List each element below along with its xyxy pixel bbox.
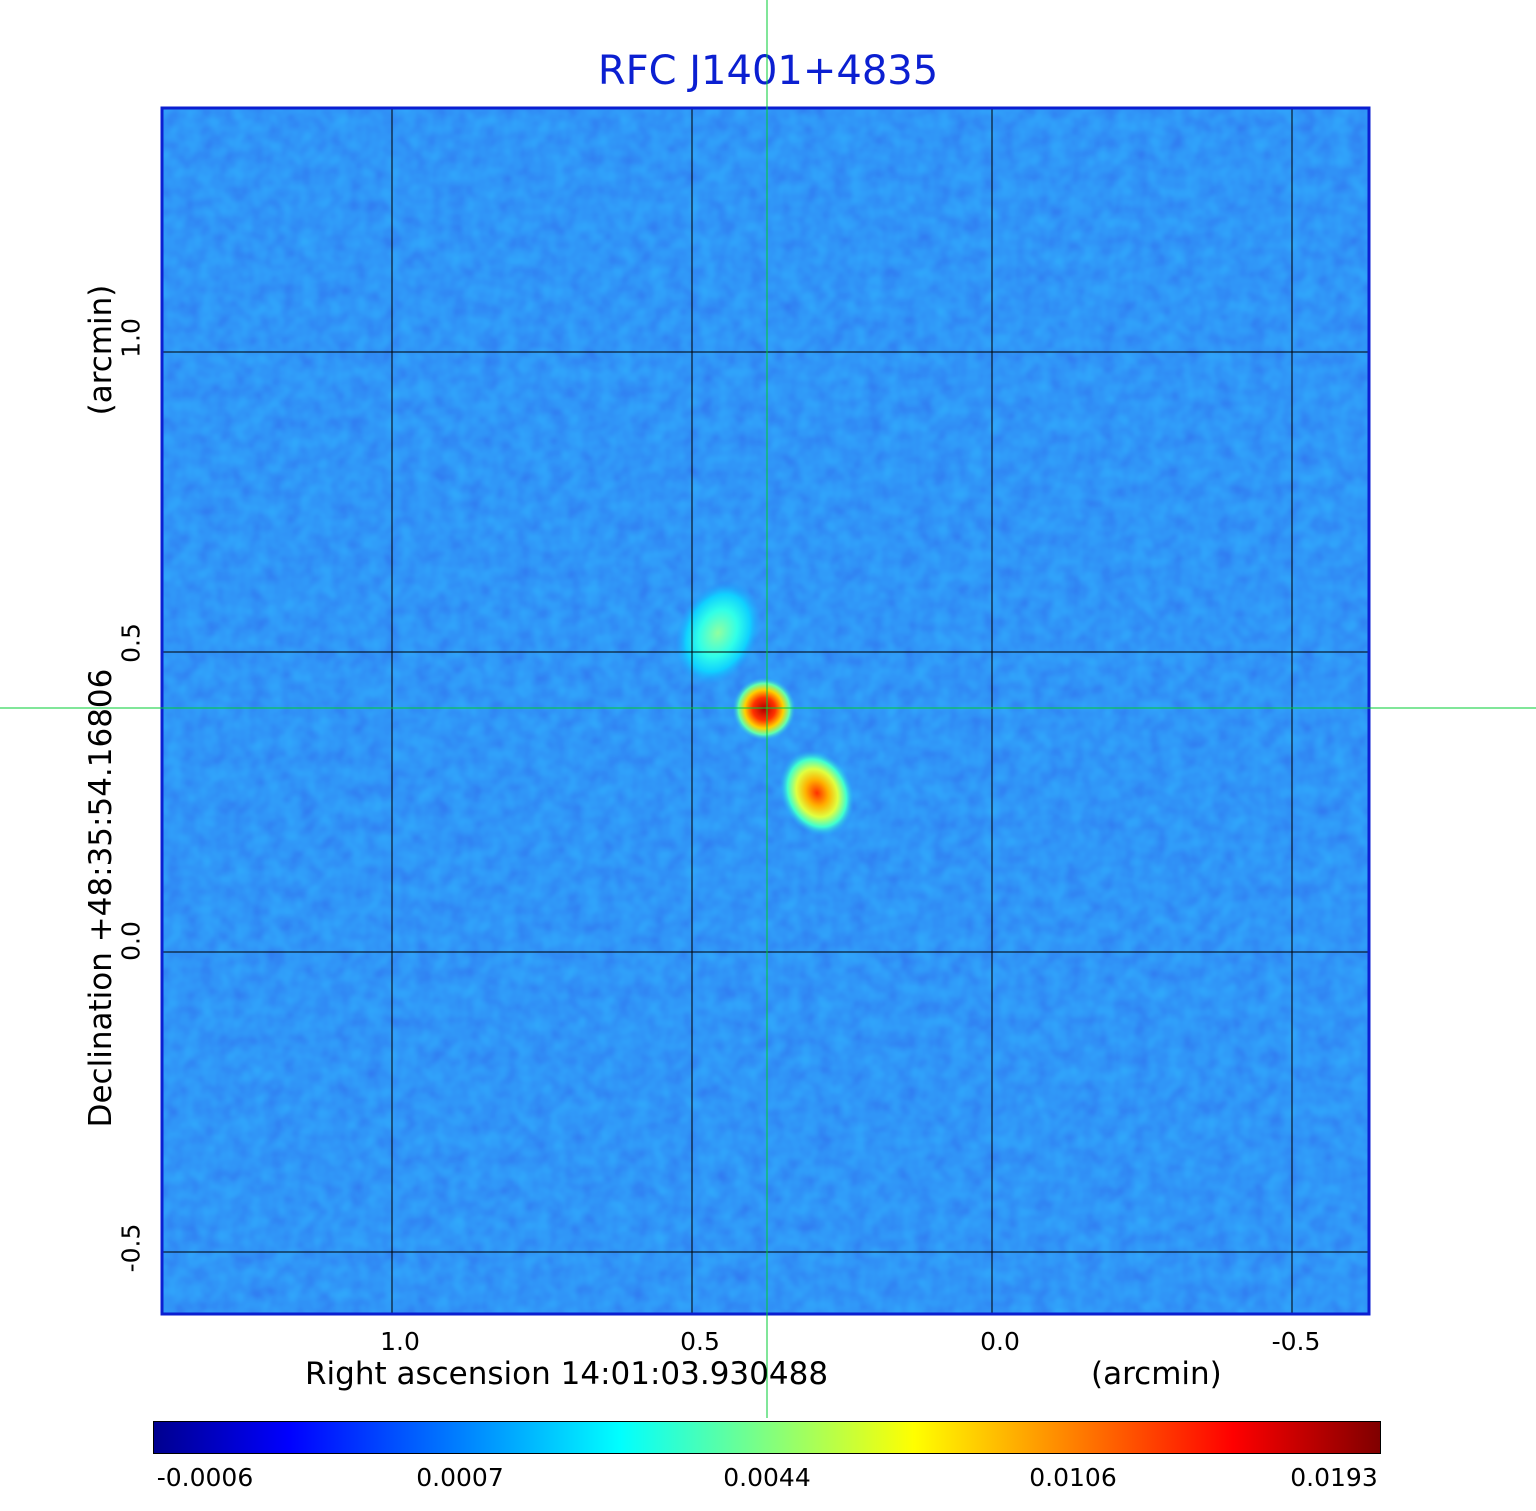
y-tick-label: -0.5 [116, 1223, 146, 1273]
core-source [732, 677, 796, 741]
colorbar-tick-label: 0.0106 [1029, 1463, 1117, 1492]
x-tick-label: -0.5 [1271, 1327, 1321, 1356]
crosshair [0, 0, 1536, 1418]
colorbar-tick-label: 0.0193 [1290, 1463, 1378, 1492]
north-lobe-source [675, 581, 761, 685]
coordinate-grid [163, 109, 1369, 1314]
image-frame [160, 106, 1371, 1316]
image-title: RFC J1401+4835 [597, 48, 939, 94]
colorbar-tick-label: 0.0044 [723, 1463, 811, 1492]
x-axis-unit: (arcmin) [1091, 1356, 1222, 1392]
y-tick-label: 1.0 [116, 318, 146, 358]
colorbar-tick-label: 0.0007 [416, 1463, 504, 1492]
y-axis-label: Declination +48:35:54.16806 [83, 668, 119, 1128]
x-axis-label: Right ascension 14:01:03.930488 [305, 1356, 829, 1392]
y-axis-unit: (arcmin) [83, 284, 119, 416]
y-tick-label: 0.0 [116, 921, 146, 961]
x-tick-label: 0.0 [980, 1327, 1020, 1356]
colorbar-tick-label: -0.0006 [156, 1463, 254, 1492]
x-tick-label: 1.0 [380, 1327, 420, 1356]
y-tick-label: 0.5 [116, 623, 146, 663]
colorbar [153, 1421, 1381, 1454]
x-tick-label: 0.5 [680, 1327, 720, 1356]
south-lobe-source [779, 749, 855, 837]
